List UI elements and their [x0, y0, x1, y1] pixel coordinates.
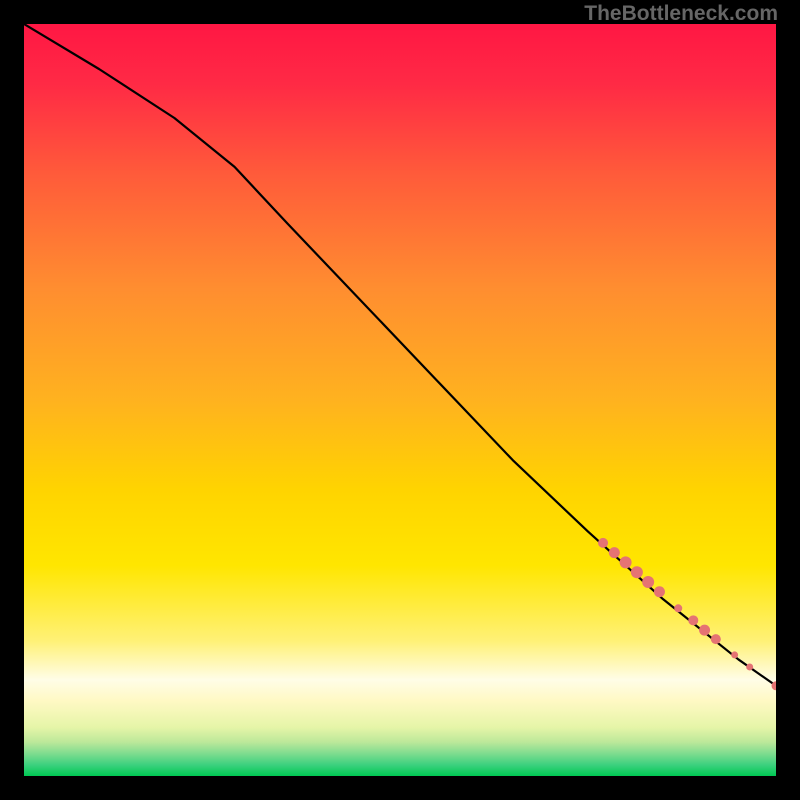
attribution-label: TheBottleneck.com: [584, 2, 778, 26]
marker-point: [746, 663, 753, 670]
marker-point: [620, 556, 632, 568]
marker-point: [642, 576, 654, 588]
marker-point: [598, 538, 608, 548]
marker-point: [688, 615, 698, 625]
marker-point: [631, 566, 643, 578]
marker-point: [654, 586, 665, 597]
marker-point: [674, 604, 682, 612]
chart-svg: [24, 24, 776, 776]
gradient-background: [24, 24, 776, 776]
marker-point: [609, 547, 620, 558]
chart-plot-area: [24, 24, 776, 776]
marker-point: [711, 634, 721, 644]
marker-point: [699, 625, 710, 636]
marker-point: [731, 651, 738, 658]
